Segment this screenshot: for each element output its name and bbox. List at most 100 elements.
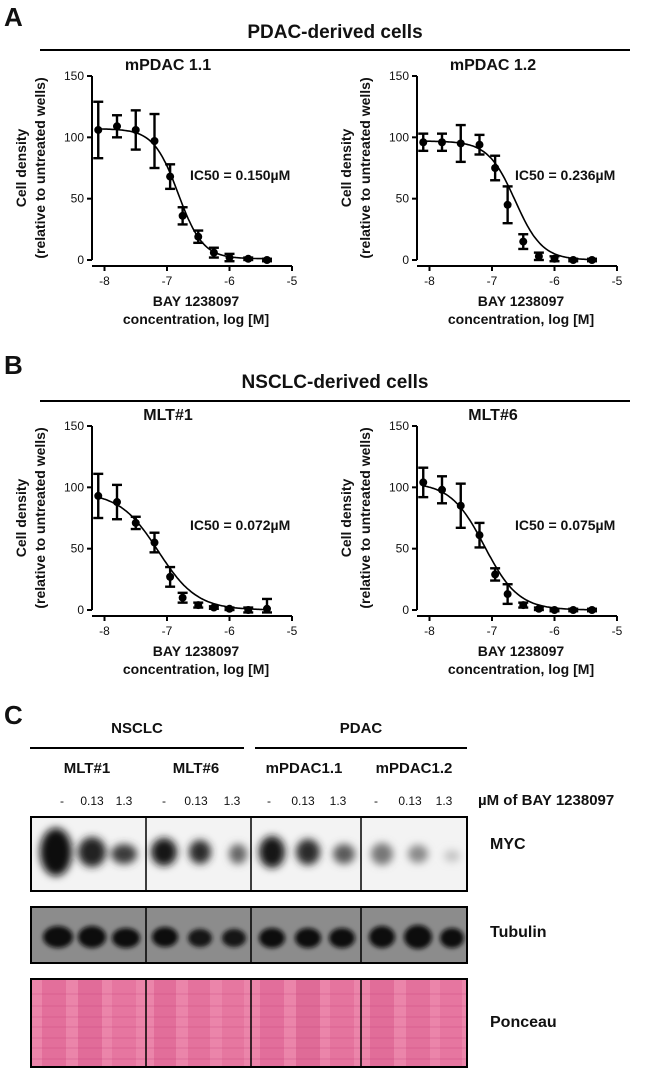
conc-label: - (374, 794, 378, 808)
x-tick-label: -5 (612, 274, 623, 288)
group-label-pdac: PDAC (339, 720, 383, 737)
y-tick-label: 0 (77, 603, 84, 617)
x-tick-label: -8 (99, 624, 110, 638)
y-axis-label-line2: (relative to untreated wells) (32, 427, 48, 608)
data-point (419, 478, 428, 487)
x-axis-label-line1: BAY 1238097 (478, 643, 565, 659)
y-tick-label: 50 (71, 192, 85, 206)
data-point (569, 256, 578, 264)
data-point (588, 256, 596, 264)
y-axis-label-line1: Cell density (338, 479, 354, 558)
data-point (94, 125, 103, 134)
y-axis-label-line2: (relative to untreated wells) (357, 427, 373, 608)
y-tick-label: 50 (71, 542, 85, 556)
data-point (178, 211, 187, 220)
conc-label: 0.13 (80, 794, 104, 808)
data-point (113, 498, 121, 507)
x-axis-label-line1: BAY 1238097 (153, 643, 240, 659)
chart-title: mPDAC 1.1 (125, 57, 211, 74)
conc-label: - (60, 794, 64, 808)
fit-curve (423, 140, 593, 261)
conc-label: 0.13 (398, 794, 422, 808)
y-tick-label: 100 (64, 130, 84, 144)
x-tick-label: -7 (162, 624, 173, 638)
conc-label: 1.3 (329, 794, 347, 808)
data-point (503, 200, 512, 209)
x-axis-label-line2: concentration, log [M] (123, 311, 269, 327)
x-tick-label: -6 (549, 624, 560, 638)
data-point (519, 601, 528, 610)
conc-label: - (267, 794, 271, 808)
panel-letter-c: C (4, 700, 23, 730)
conc-label: 1.3 (435, 794, 453, 808)
conc-label: 0.13 (184, 794, 208, 808)
data-point (166, 572, 175, 581)
data-point (131, 125, 140, 134)
data-point (209, 603, 218, 612)
data-point (150, 137, 159, 146)
x-axis-label-line1: BAY 1238097 (153, 293, 240, 309)
x-tick-label: -6 (549, 274, 560, 288)
blot-row-label-ponceau: Ponceau (490, 1014, 557, 1031)
data-point (263, 256, 271, 264)
y-tick-label: 100 (389, 130, 409, 144)
data-point (263, 604, 271, 613)
panel-letter-a: A (4, 2, 23, 32)
data-point (475, 140, 484, 149)
conc-label: - (162, 794, 166, 808)
fit-curve (97, 496, 268, 611)
panel-letter-b: B (4, 350, 23, 380)
data-point (438, 485, 446, 494)
y-axis-label-line1: Cell density (338, 129, 354, 208)
section-divider-b (40, 400, 630, 402)
data-point (150, 538, 159, 547)
y-tick-label: 0 (77, 253, 84, 267)
group-label-nsclc: NSCLC (111, 720, 163, 737)
x-axis-label-line1: BAY 1238097 (478, 293, 565, 309)
chart-title: mPDAC 1.2 (450, 57, 536, 74)
data-point (456, 501, 465, 510)
section-divider-a (40, 49, 630, 51)
y-tick-label: 100 (389, 480, 409, 494)
data-point (419, 138, 428, 147)
data-point (438, 138, 446, 147)
x-tick-label: -8 (99, 274, 110, 288)
x-tick-label: -6 (224, 624, 235, 638)
chart-title: MLT#6 (468, 407, 518, 424)
data-point (225, 253, 234, 262)
data-point (113, 122, 121, 131)
x-tick-label: -8 (424, 274, 435, 288)
ic50-annotation: IC50 = 0.075µM (515, 517, 615, 533)
data-point (519, 237, 528, 246)
conc-label: 1.3 (115, 794, 133, 808)
data-point (178, 593, 187, 602)
data-point (94, 491, 103, 500)
data-point (475, 531, 484, 540)
x-axis-label-line2: concentration, log [M] (448, 311, 594, 327)
fit-curve (98, 128, 267, 260)
y-tick-label: 150 (64, 69, 84, 83)
y-axis-label-line2: (relative to untreated wells) (357, 77, 373, 258)
data-point (194, 232, 203, 241)
ponceau-stain (30, 978, 468, 1068)
section-title-nsclc: NSCLC-derived cells (241, 372, 429, 393)
data-point (209, 248, 218, 257)
y-axis-label-line1: Cell density (13, 129, 29, 208)
y-tick-label: 100 (64, 480, 84, 494)
y-tick-label: 0 (402, 603, 409, 617)
y-axis-label-line1: Cell density (13, 479, 29, 558)
data-point (244, 606, 253, 614)
y-tick-label: 50 (396, 192, 410, 206)
data-point (244, 254, 253, 263)
x-axis-label-line2: concentration, log [M] (123, 661, 269, 677)
dose-response-chart-mpdac12: mPDAC 1.2 0 50 100 150 -8 -7 -6 -5 BAY 1238097 con… (338, 57, 623, 327)
data-point (569, 606, 578, 614)
x-tick-label: -6 (224, 274, 235, 288)
y-tick-label: 150 (389, 419, 409, 433)
data-point (503, 590, 512, 599)
dose-response-chart-mlt6: MLT#6 0 50 100 150 -8 -7 -6 -5 BAY 1238097 concent… (338, 407, 623, 677)
chart-title: MLT#1 (143, 407, 193, 424)
data-point (194, 601, 203, 610)
ic50-annotation: IC50 = 0.072µM (190, 517, 290, 533)
data-point (550, 606, 559, 614)
